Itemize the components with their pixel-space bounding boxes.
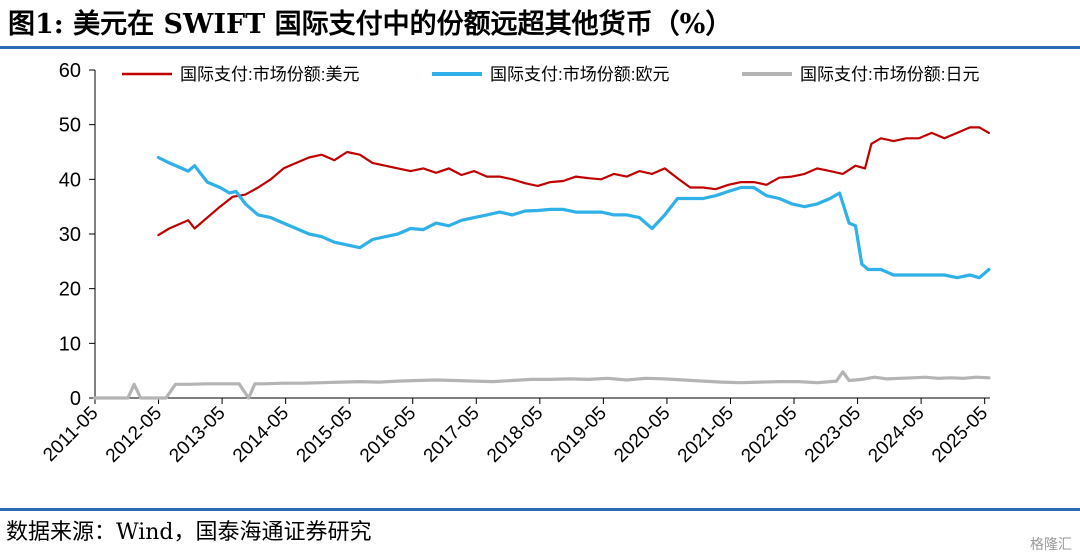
x-tick-label: 2021-05 — [674, 403, 738, 467]
y-tick-label: 10 — [59, 333, 81, 355]
watermark: 格隆汇 — [1030, 537, 1072, 553]
x-tick-label: 2015-05 — [293, 403, 357, 467]
x-tick-label: 2011-05 — [39, 403, 102, 466]
x-tick-label: 2023-05 — [801, 403, 865, 467]
legend-label-eur: 国际支付:市场份额:欧元 — [490, 65, 669, 84]
x-tick-label: 2016-05 — [356, 403, 420, 467]
footer-rule — [0, 508, 1080, 511]
series-line-usd — [157, 126, 991, 237]
x-tick-label: 2018-05 — [483, 403, 547, 467]
y-tick-label: 50 — [59, 115, 81, 137]
legend-label-usd: 国际支付:市场份额:美元 — [180, 65, 359, 84]
x-tick-label: 2019-05 — [547, 403, 611, 467]
y-tick-label: 60 — [59, 60, 81, 82]
series-line-jpy — [93, 370, 991, 400]
x-tick-label: 2025-05 — [928, 403, 992, 467]
x-tick-label: 2012-05 — [102, 403, 166, 467]
y-tick-label: 30 — [59, 224, 81, 246]
y-tick-label: 0 — [70, 388, 81, 410]
line-chart: 0 10 20 30 40 50 60 2011-05 2012-05 2013-05 2014-0… — [39, 60, 992, 467]
x-tick-label: 2013-05 — [165, 403, 229, 467]
x-tick-label: 2017-05 — [420, 403, 484, 467]
y-tick-label: 20 — [59, 279, 81, 301]
figure-title: 图1: 美元在 SWIFT 国际支付中的份额远超其他货币（%） — [8, 9, 733, 40]
source-note: 数据来源：Wind，国泰海通证券研究 — [6, 520, 372, 545]
y-tick-label: 40 — [59, 169, 81, 191]
legend-label-jpy: 国际支付:市场份额:日元 — [800, 65, 979, 84]
x-tick-label: 2022-05 — [737, 403, 801, 467]
x-tick-label: 2014-05 — [229, 403, 293, 467]
x-tick-label: 2020-05 — [610, 403, 674, 467]
x-tick-label: 2024-05 — [864, 403, 928, 467]
series-line-eur — [156, 155, 991, 280]
title-underline — [0, 46, 1080, 49]
